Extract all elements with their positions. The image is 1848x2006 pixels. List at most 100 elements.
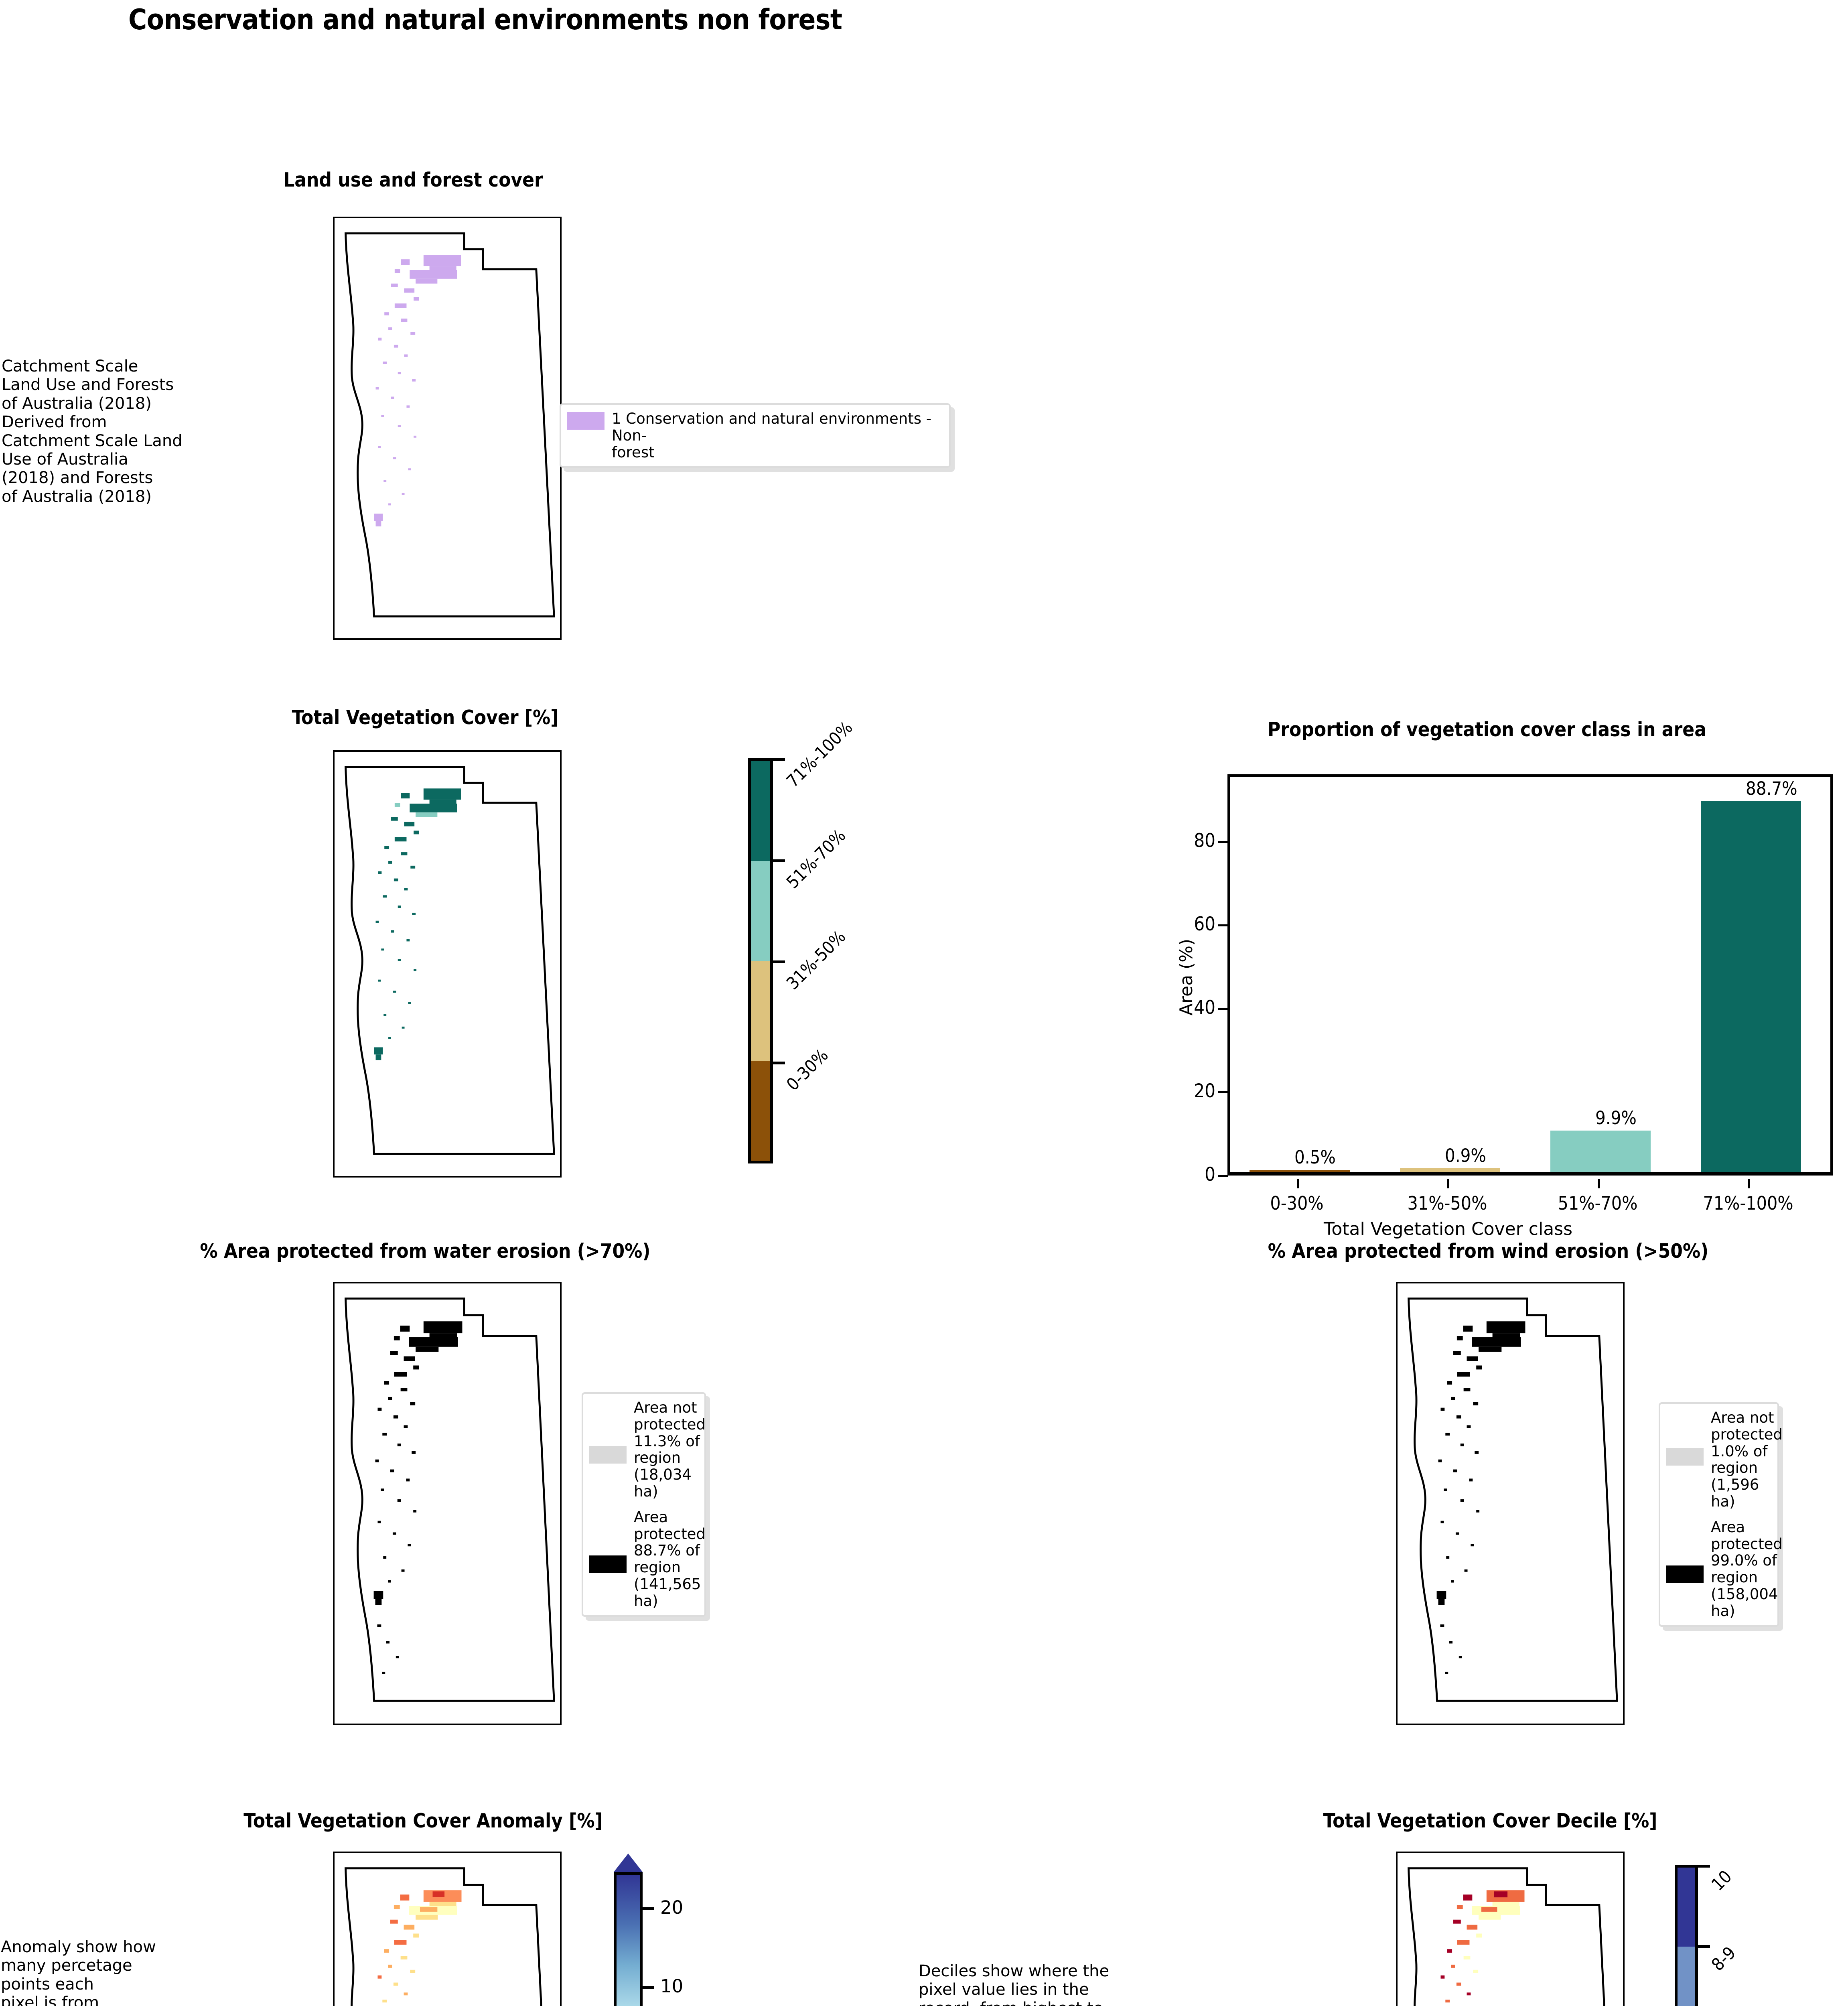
colorbar-tick <box>771 960 785 963</box>
colorbar-segment-31-50 <box>751 961 770 1061</box>
colorbar-tick <box>1696 1865 1710 1868</box>
colorbar-label: 31%-50% <box>783 926 850 994</box>
colorbar-segment-8-9 <box>1678 1947 1695 2006</box>
region-outline <box>1408 1297 1618 1702</box>
bar-value-label-31-50: 0.9% <box>1445 1145 1486 1166</box>
y-tick-label: 20 <box>1194 1080 1215 1102</box>
legend-item: Area protected 99.0% of region (158,004 … <box>1666 1519 1783 1620</box>
legend-item-label: 1 Conservation and natural environments … <box>612 410 932 461</box>
anomaly-side-note: Anomaly show how many percetage points e… <box>1 1938 156 2006</box>
y-tick-label: 40 <box>1194 997 1215 1019</box>
colorbar-label: 51%-70% <box>783 825 850 893</box>
wind-erosion-map-svg <box>1408 1297 1618 1702</box>
legend-item-label: Area not protected 1.0% of region (1,596… <box>1711 1409 1783 1510</box>
page-title: Conservation and natural environments no… <box>128 3 842 36</box>
decile-map-svg <box>1408 1867 1605 2006</box>
colorbar-tick-label: 20 <box>660 1897 684 1918</box>
veg-cover-map[interactable] <box>333 750 562 1178</box>
colorbar-strip <box>748 758 773 1163</box>
water-erosion-map[interactable] <box>333 1282 562 1725</box>
colorbar-segment-10 <box>1678 1868 1695 1947</box>
water-erosion-legend: Area not protected 11.3% of region (18,0… <box>582 1392 706 1617</box>
colorbar-tick <box>771 1062 785 1064</box>
decile-panel-title: Total Vegetation Cover Decile [%] <box>1323 1809 1657 1832</box>
colorbar-segment-0-30 <box>751 1061 770 1161</box>
colorbar-label: 8-9 <box>1708 1943 1740 1975</box>
x-axis-title: Total Vegetation Cover class <box>1323 1219 1573 1239</box>
protected-pixels <box>373 1321 463 1674</box>
anomaly-map[interactable] <box>333 1852 562 2006</box>
y-tick <box>1218 841 1228 843</box>
land-use-side-note: Catchment Scale Land Use and Forests of … <box>2 357 183 506</box>
legend-item: 1 Conservation and natural environments … <box>567 410 942 461</box>
y-tick-label: 80 <box>1194 830 1215 852</box>
legend-item: Area protected 88.7% of region (141,565 … <box>589 1509 706 1610</box>
colorbar-label: 71%-100% <box>783 717 857 792</box>
x-tick-label: 0-30% <box>1270 1192 1324 1214</box>
y-tick-label: 60 <box>1194 913 1215 935</box>
colorbar-extend-top <box>614 1854 643 1872</box>
wind-erosion-legend: Area not protected 1.0% of region (1,596… <box>1659 1402 1783 1627</box>
legend-color-swatch <box>589 1555 627 1573</box>
anomaly-pixels <box>377 1890 462 2003</box>
wind-erosion-map[interactable] <box>1396 1282 1625 1725</box>
y-tick <box>1218 1175 1228 1177</box>
region-outline <box>345 1297 555 1702</box>
y-tick <box>1218 1008 1228 1010</box>
colorbar-tick <box>1696 1945 1710 1948</box>
anomaly-map-svg <box>345 1867 542 2006</box>
land-use-map[interactable] <box>333 217 562 640</box>
legend-item: Area not protected 11.3% of region (18,0… <box>589 1399 706 1500</box>
region-outline <box>345 1867 542 2006</box>
x-tick <box>1447 1179 1449 1188</box>
land-use-legend: 1 Conservation and natural environments … <box>560 403 951 468</box>
x-tick <box>1297 1179 1299 1188</box>
bar-71-100[interactable] <box>1701 801 1801 1172</box>
colorbar-segment-71-100 <box>751 761 770 861</box>
decile-pixels <box>1440 1890 1525 2003</box>
land-use-map-svg <box>345 232 555 617</box>
bar-value-label-51-70: 9.9% <box>1595 1107 1637 1129</box>
legend-color-swatch <box>1666 1448 1704 1466</box>
x-tick <box>1598 1179 1600 1188</box>
decile-side-note: Deciles show where the pixel value lies … <box>919 1962 1110 2006</box>
bar-0-30[interactable] <box>1250 1170 1350 1172</box>
x-tick-label: 71%-100% <box>1703 1192 1793 1214</box>
y-tick <box>1218 924 1228 926</box>
legend-item: Area not protected 1.0% of region (1,596… <box>1666 1409 1783 1510</box>
wind-erosion-panel-title: % Area protected from wind erosion (>50%… <box>1268 1240 1709 1263</box>
bar-31-50[interactable] <box>1400 1168 1500 1172</box>
veg-cover-colorbar: 71%-100% 51%-70% 31%-50% 0-30% <box>748 717 917 1172</box>
water-erosion-map-svg <box>345 1297 555 1702</box>
chart-plot-area: 0.5% 0.9% 9.9% 88.7% <box>1227 774 1833 1176</box>
region-outline <box>345 766 555 1155</box>
colorbar-tick <box>640 1986 654 1989</box>
x-tick-label: 31%-50% <box>1407 1192 1487 1214</box>
colorbar-tick-label: 10 <box>660 1976 684 1997</box>
colorbar-gradient <box>614 1872 643 2006</box>
x-tick <box>1748 1179 1750 1188</box>
colorbar-tick <box>640 1907 654 1910</box>
water-erosion-panel-title: % Area protected from water erosion (>70… <box>200 1240 651 1263</box>
anomaly-panel-title: Total Vegetation Cover Anomaly [%] <box>243 1809 603 1832</box>
colorbar-tick <box>771 859 785 862</box>
land-use-class-pixels <box>374 255 461 527</box>
bar-51-70[interactable] <box>1550 1131 1651 1172</box>
decile-map[interactable] <box>1396 1852 1625 2006</box>
y-tick <box>1218 1091 1228 1093</box>
y-tick-label: 0 <box>1205 1163 1215 1186</box>
colorbar-tick <box>771 758 785 761</box>
anomaly-colorbar: 20 10 0 −10 −20 <box>614 1854 766 2006</box>
bar-value-label-71-100: 88.7% <box>1746 778 1797 799</box>
legend-item-label: Area protected 99.0% of region (158,004 … <box>1711 1518 1783 1620</box>
legend-color-swatch <box>589 1446 627 1464</box>
colorbar-label: 0-30% <box>783 1045 832 1095</box>
chart-title: Proportion of vegetation cover class in … <box>1268 718 1706 741</box>
land-use-panel-title: Land use and forest cover <box>283 169 543 191</box>
legend-color-swatch <box>1666 1565 1704 1583</box>
veg-cover-map-svg <box>345 766 555 1155</box>
legend-item-label: Area not protected 11.3% of region (18,0… <box>634 1399 706 1500</box>
proportion-bar-chart: Proportion of vegetation cover class in … <box>1131 718 1837 1248</box>
colorbar-label: 10 <box>1708 1866 1736 1895</box>
